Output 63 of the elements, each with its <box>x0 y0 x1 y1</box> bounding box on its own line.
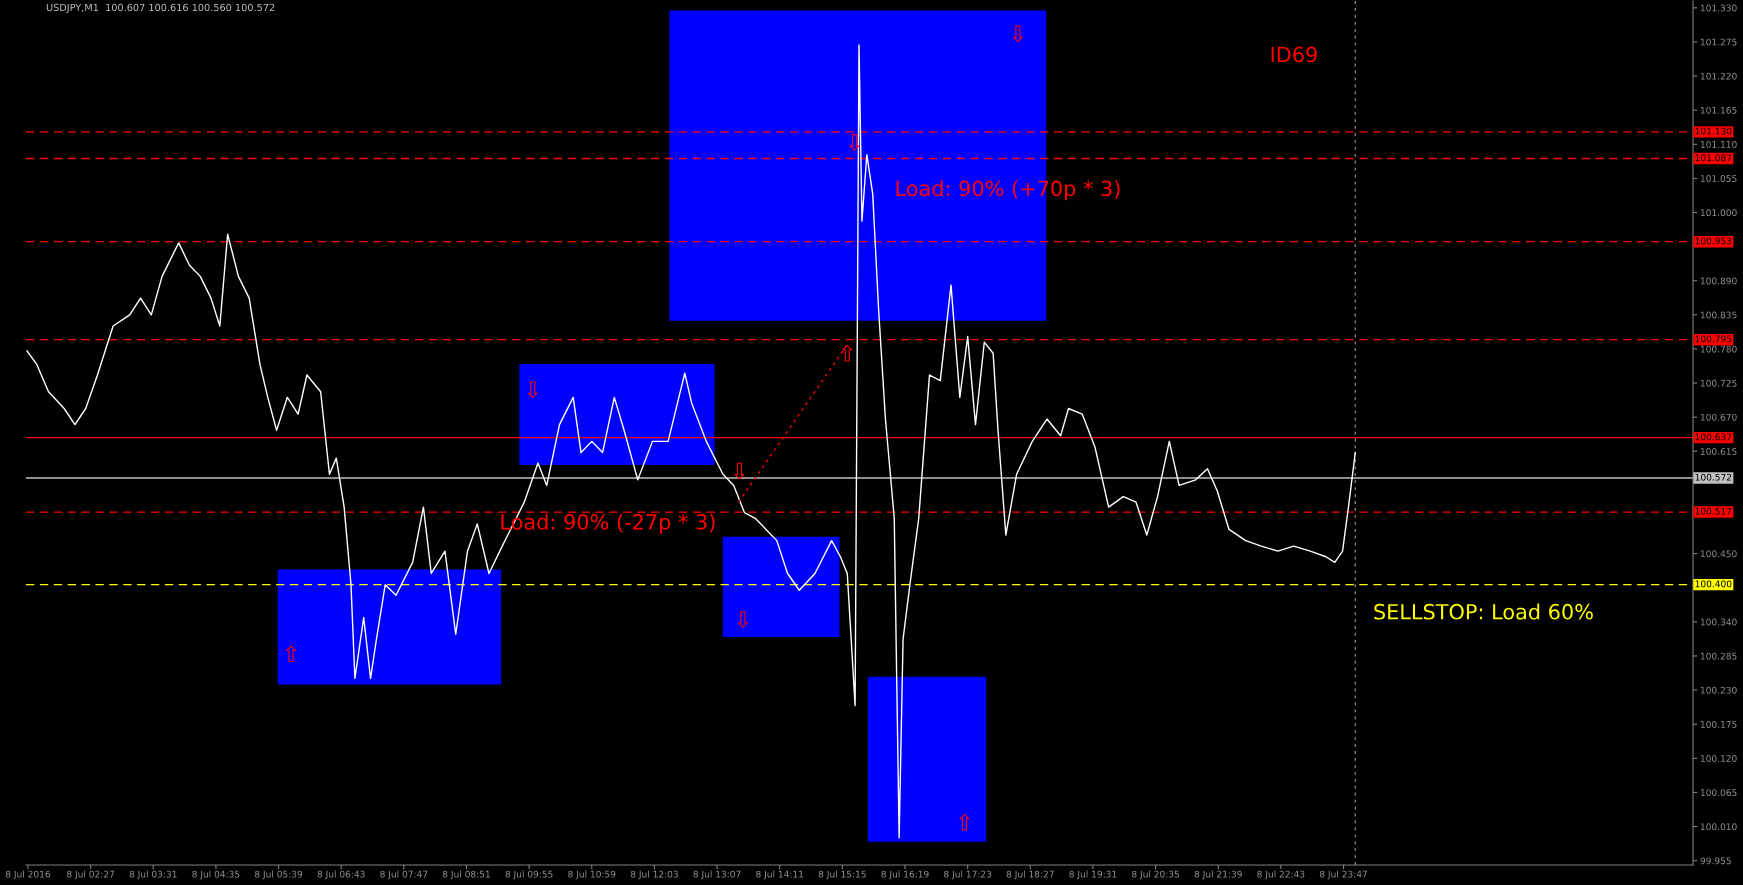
ref-line-label: 100.572 <box>1695 473 1732 481</box>
y-tick-label: 100.230 <box>1700 686 1737 694</box>
y-tick-label: 100.065 <box>1700 789 1737 796</box>
x-tick-label: 8 Jul 13:07 <box>693 870 741 880</box>
y-tick-label: 101.000 <box>1700 209 1737 217</box>
x-tick-label: 8 Jul 20:35 <box>1132 870 1180 880</box>
x-tick-label: 8 Jul 05:39 <box>254 870 303 880</box>
y-tick-label: 100.010 <box>1700 823 1737 831</box>
x-tick-label: 8 Jul 19:31 <box>1069 870 1117 880</box>
annotation: ⇩ <box>737 611 749 629</box>
x-tick-label: 8 Jul 15:15 <box>818 870 866 880</box>
ref-line-label: 101.130 <box>1695 127 1732 135</box>
y-tick-label: 101.055 <box>1700 175 1737 182</box>
annotation: ⇧ <box>285 645 297 663</box>
y-tick-label: 100.175 <box>1700 720 1737 728</box>
x-tick-label: 8 Jul 22:43 <box>1257 870 1305 880</box>
annotation: ⇩ <box>1012 25 1024 43</box>
x-tick-label: 8 Jul 21:39 <box>1194 870 1242 880</box>
x-tick-label: 8 Jul 12:03 <box>630 870 678 880</box>
x-tick-label: 8 Jul 03:31 <box>129 870 177 880</box>
x-tick-label: 8 Jul 2016 <box>5 870 51 880</box>
ref-line-label: 100.637 <box>1695 433 1732 441</box>
y-tick-label: 100.340 <box>1700 618 1737 626</box>
x-tick-label: 8 Jul 06:43 <box>317 870 365 880</box>
x-tick-label: 8 Jul 09:55 <box>505 870 553 880</box>
annotation: SELLSTOP: Load 60% <box>1374 603 1593 620</box>
annotation: ⇩ <box>527 381 539 399</box>
x-tick-label: 8 Jul 07:47 <box>380 870 428 880</box>
ref-line-label: 100.953 <box>1695 237 1732 245</box>
y-tick-label: 100.615 <box>1700 448 1737 455</box>
x-tick-label: 8 Jul 16:19 <box>881 870 929 880</box>
y-tick-label: 100.285 <box>1700 652 1737 660</box>
y-tick-label: 100.725 <box>1700 379 1737 387</box>
y-tick-label: 99.955 <box>1700 857 1731 865</box>
x-tick-label: 8 Jul 18:27 <box>1006 870 1054 880</box>
x-tick-label: 8 Jul 17:23 <box>944 870 992 880</box>
x-tick-label: 8 Jul 02:27 <box>67 870 115 880</box>
y-tick-label: 100.835 <box>1700 311 1737 319</box>
ref-line-label: 100.400 <box>1695 580 1732 588</box>
ref-line-label: 100.795 <box>1695 335 1732 343</box>
x-tick-label: 8 Jul 04:35 <box>192 870 240 880</box>
line-series <box>26 44 1356 839</box>
annotation: ⇧ <box>841 344 853 362</box>
x-tick-label: 8 Jul 10:59 <box>568 870 616 880</box>
y-tick-label: 100.670 <box>1700 413 1737 421</box>
y-tick-label: 100.450 <box>1700 550 1737 558</box>
ref-line-label: 101.087 <box>1695 154 1732 162</box>
x-tick-label: 8 Jul 14:11 <box>756 870 804 880</box>
ref-line-label: 100.517 <box>1695 507 1732 515</box>
annotation: ⇩ <box>733 462 745 480</box>
y-tick-label: 101.110 <box>1700 141 1737 148</box>
y-tick-label: 101.275 <box>1700 38 1737 46</box>
annotation: ⇧ <box>959 813 971 831</box>
x-tick-label: 8 Jul 08:51 <box>442 870 490 880</box>
chart-title: USDJPY,M1 100.607 100.616 100.560 100.572 <box>46 3 275 13</box>
y-tick-label: 100.780 <box>1700 345 1737 353</box>
x-tick-label: 8 Jul 23:47 <box>1319 870 1367 880</box>
y-tick-label: 101.165 <box>1700 106 1737 114</box>
y-tick-label: 100.890 <box>1700 277 1737 285</box>
annotation: ID69 <box>1271 46 1317 63</box>
y-tick-label: 101.220 <box>1700 72 1737 80</box>
y-tick-label: 101.330 <box>1700 4 1737 12</box>
y-tick-label: 100.120 <box>1700 755 1737 762</box>
